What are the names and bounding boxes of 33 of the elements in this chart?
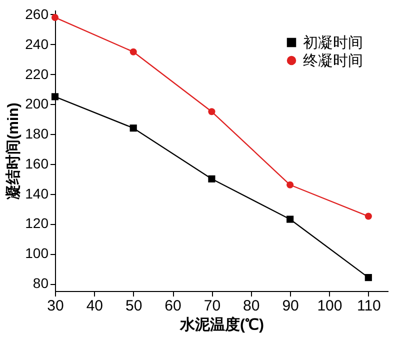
y-tick-label: 200: [25, 96, 49, 112]
x-tick-label: 110: [356, 298, 381, 314]
x-tick-label: 60: [164, 298, 182, 314]
x-tick-label: 70: [204, 298, 221, 314]
x-tick-label: 90: [282, 298, 299, 314]
point: [286, 181, 294, 188]
y-tick-label: 180: [25, 126, 49, 142]
legend-label: 初凝时间: [303, 34, 363, 52]
y-axis-title: 凝结时间(min): [5, 102, 22, 200]
point: [208, 175, 216, 182]
point: [364, 212, 372, 220]
x-tick-label: 100: [317, 298, 342, 314]
point: [51, 93, 59, 100]
point: [130, 124, 137, 132]
y-tick-label: 80: [32, 275, 49, 292]
x-axis-title: 水泥温度(℃): [179, 316, 264, 334]
point: [286, 216, 294, 223]
point: [208, 108, 216, 116]
y-tick-label: 220: [25, 66, 49, 82]
x-tick-label: 40: [86, 298, 104, 314]
y-tick-label: 240: [25, 36, 49, 52]
point: [51, 14, 59, 21]
x-tick-label: 30: [47, 298, 64, 314]
x-tick-label: 80: [243, 298, 260, 314]
y-tick-label: 120: [25, 215, 49, 232]
y-tick-label: 100: [25, 245, 49, 262]
point: [130, 48, 137, 56]
y-tick-label: 160: [25, 155, 49, 172]
legend-label: 终凝时间: [303, 52, 363, 70]
x-tick-label: 50: [126, 298, 142, 314]
point: [364, 274, 372, 282]
y-tick-label: 140: [25, 185, 49, 202]
y-tick-label: 260: [25, 6, 49, 22]
